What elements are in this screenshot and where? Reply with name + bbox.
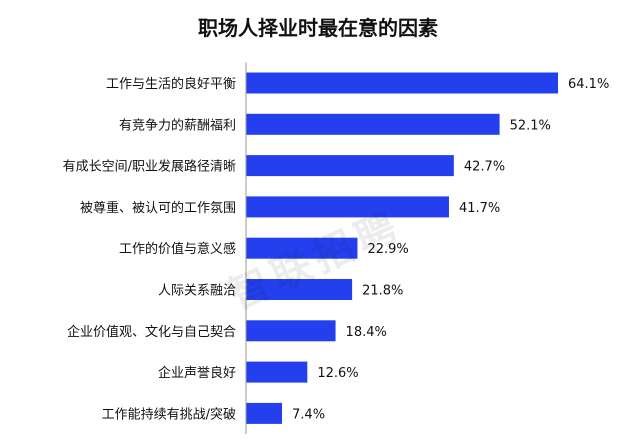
bar: [246, 237, 358, 259]
chart-title: 职场人择业时最在意的因素: [198, 16, 438, 40]
bar: [246, 320, 336, 342]
category-label: 工作的价值与意义感: [119, 241, 236, 257]
bar: [246, 155, 454, 177]
value-labels: 64.1% 52.1% 42.7% 41.7% 22.9% 21.8% 18.4% 12.6%…: [292, 77, 609, 422]
value-label: 21.8%: [362, 284, 403, 299]
bar: [246, 196, 449, 218]
bar: [246, 402, 283, 424]
bar: [246, 72, 558, 94]
category-label: 工作能持续有挑战/突破: [102, 406, 236, 422]
value-label: 64.1%: [568, 77, 609, 92]
category-label: 企业价值观、文化与自己契合: [67, 324, 236, 340]
value-label: 22.9%: [367, 242, 408, 257]
bar: [246, 279, 353, 300]
bar: [246, 361, 308, 383]
category-label: 企业声誉良好: [158, 365, 236, 381]
value-label: 12.6%: [317, 366, 358, 381]
category-label: 人际关系融洽: [158, 284, 236, 299]
bars-group: [246, 72, 558, 424]
value-label: 7.4%: [292, 407, 325, 422]
category-labels: 工作与生活的良好平衡有竞争力的薪酬福利有成长空间/职业发展路径清晰被尊重、被认可…: [63, 76, 236, 422]
value-label: 42.7%: [464, 160, 505, 175]
bar: [246, 113, 500, 135]
category-label: 有成长空间/职业发展路径清晰: [63, 159, 236, 175]
category-label: 有竞争力的薪酬福利: [119, 117, 236, 133]
category-label: 工作与生活的良好平衡: [106, 76, 236, 92]
category-label: 被尊重、被认可的工作氛围: [80, 200, 236, 216]
value-label: 52.1%: [510, 118, 551, 133]
value-label: 41.7%: [459, 201, 500, 216]
value-label: 18.4%: [346, 325, 387, 340]
